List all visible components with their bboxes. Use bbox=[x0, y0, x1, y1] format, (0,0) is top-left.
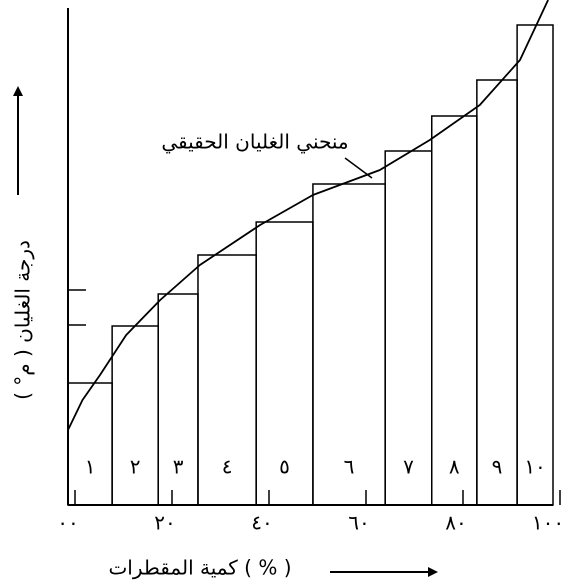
bar bbox=[384, 150, 433, 506]
x-tick-label: ٤٠ bbox=[251, 511, 272, 535]
x-tick-label: ٨٠ bbox=[445, 511, 466, 535]
x-axis-label: كمية المقطرات ( % ) bbox=[108, 556, 291, 580]
annotation: منحني الغليان الحقيقي bbox=[161, 130, 348, 155]
bar bbox=[431, 115, 478, 506]
bar-label: ٩ bbox=[492, 455, 503, 479]
bar-label: ٦ bbox=[344, 455, 355, 479]
x-tick-label: ٦٠ bbox=[348, 511, 369, 535]
boiling-curve bbox=[67, 0, 549, 431]
bar bbox=[516, 24, 554, 506]
bar-label: ٢ bbox=[130, 455, 141, 479]
bar-label: ٣ bbox=[173, 455, 184, 479]
bar bbox=[67, 382, 113, 506]
bar-label: ٨ bbox=[449, 455, 460, 479]
bar-label: ١ bbox=[85, 455, 96, 479]
x-tick-label: ١٠٠ bbox=[532, 511, 564, 535]
bar bbox=[476, 79, 518, 506]
bar-label: ٥ bbox=[279, 455, 290, 479]
bar-label: ٧ bbox=[403, 455, 414, 479]
y-axis-label: درجة الغليان ( م° ) bbox=[11, 240, 35, 400]
bar-label: ١٠ bbox=[524, 455, 545, 479]
x-tick-label: ٢٠ bbox=[154, 511, 175, 535]
x-tick-label: ٠٠ bbox=[57, 511, 78, 535]
bar-label: ٤ bbox=[222, 455, 233, 479]
